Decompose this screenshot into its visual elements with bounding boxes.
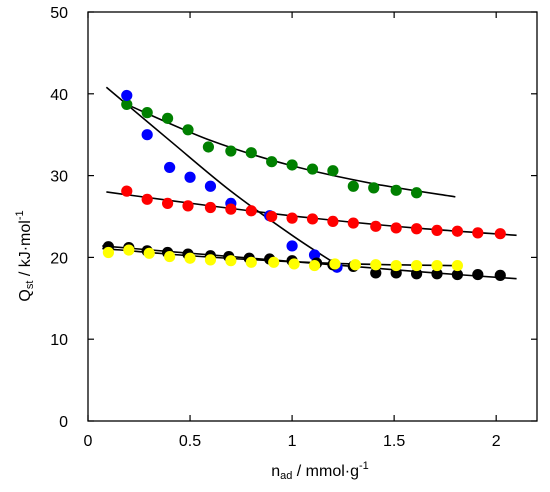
data-point-series-3 — [266, 210, 278, 223]
y-tick-label: 10 — [50, 332, 68, 349]
data-point-series-3 — [370, 220, 382, 232]
data-point-series-3 — [306, 213, 319, 225]
data-point-series-1 — [121, 98, 133, 111]
data-point-series-1 — [390, 184, 402, 196]
data-point-series-5 — [308, 259, 321, 272]
data-point-series-2 — [164, 161, 176, 174]
data-point-series-5 — [410, 259, 423, 272]
x-axis-title: nad / mmol·g-1 — [271, 460, 369, 482]
y-tick-label: 30 — [50, 169, 68, 186]
data-point-series-3 — [390, 222, 402, 234]
x-tick-label: 1 — [288, 433, 297, 450]
data-point-series-3 — [472, 227, 484, 239]
data-points — [102, 89, 506, 281]
x-tick-label: 2 — [492, 433, 501, 450]
data-point-series-4 — [370, 267, 382, 279]
x-axis-title-rest: / mmol·g — [292, 463, 359, 480]
data-point-series-2 — [121, 89, 133, 102]
fit-line-2 — [105, 86, 338, 266]
data-point-series-5 — [143, 247, 155, 259]
data-point-series-5 — [204, 254, 217, 266]
data-point-series-2 — [204, 180, 217, 192]
data-point-series-3 — [245, 205, 257, 217]
data-point-series-5 — [164, 250, 176, 263]
plot-border — [87, 11, 538, 422]
data-point-series-1 — [368, 182, 380, 194]
data-point-series-5 — [431, 259, 443, 272]
data-point-series-4 — [410, 268, 423, 280]
y-tick-label: 20 — [50, 250, 68, 267]
y-axis-title-sub: st — [24, 281, 36, 290]
data-point-series-1 — [202, 141, 215, 153]
data-point-series-1 — [266, 156, 278, 168]
data-point-series-1 — [410, 187, 423, 199]
data-point-series-1 — [347, 180, 359, 192]
data-point-series-4 — [451, 268, 464, 281]
data-point-series-4 — [431, 268, 443, 280]
data-point-series-1 — [161, 112, 174, 124]
x-tick-label: 0.5 — [179, 433, 201, 450]
data-point-series-2 — [286, 240, 298, 252]
y-tick-label: 50 — [50, 5, 68, 22]
data-point-series-1 — [286, 159, 298, 171]
x-tick-label: 1.5 — [383, 433, 405, 450]
data-point-series-2 — [141, 129, 153, 141]
fit-line-1 — [126, 103, 456, 198]
data-point-series-1 — [141, 107, 153, 119]
plot-frame — [87, 11, 538, 422]
data-point-series-5 — [329, 258, 341, 270]
x-axis-title-sub: ad — [280, 470, 292, 482]
axis-ticks — [87, 11, 537, 422]
data-point-series-5 — [390, 259, 402, 272]
data-point-series-5 — [225, 255, 237, 267]
y-axis-title-rest: / kJ·mol — [17, 220, 34, 280]
data-point-series-3 — [204, 201, 217, 214]
x-axis-title-main: n — [271, 463, 280, 480]
data-point-series-1 — [327, 165, 339, 177]
y-axis-title: Qst / kJ·mol-1 — [14, 210, 36, 301]
data-point-series-5 — [184, 252, 196, 264]
data-point-series-3 — [494, 228, 506, 240]
data-point-series-5 — [245, 256, 257, 268]
x-axis-title-sup: -1 — [359, 460, 369, 472]
data-point-series-3 — [327, 215, 339, 228]
data-point-series-5 — [451, 259, 464, 272]
data-point-series-1 — [182, 124, 194, 136]
data-point-series-3 — [410, 223, 423, 235]
data-point-series-5 — [349, 259, 361, 271]
data-point-series-3 — [182, 200, 194, 212]
y-tick-label: 0 — [59, 414, 68, 431]
data-point-series-3 — [161, 197, 174, 210]
data-point-series-3 — [141, 193, 153, 205]
data-point-series-3 — [451, 225, 464, 237]
y-axis-title-main: Q — [17, 289, 34, 301]
data-point-series-2 — [184, 171, 196, 183]
x-tick-label: 0 — [84, 433, 93, 450]
data-point-series-5 — [123, 244, 135, 256]
data-point-series-3 — [347, 217, 359, 229]
data-point-series-3 — [431, 224, 443, 237]
data-point-series-5 — [370, 259, 382, 271]
data-point-series-4 — [494, 269, 506, 281]
data-point-series-3 — [286, 212, 298, 224]
data-point-series-5 — [102, 246, 115, 259]
data-point-series-1 — [306, 163, 319, 175]
data-point-series-3 — [225, 203, 237, 215]
data-point-series-3 — [121, 185, 133, 197]
data-point-series-1 — [225, 145, 237, 157]
data-point-series-5 — [288, 258, 300, 270]
y-axis-title-sup: -1 — [14, 210, 26, 220]
data-point-series-1 — [245, 147, 257, 159]
data-point-series-4 — [472, 268, 484, 281]
data-point-series-5 — [268, 256, 280, 268]
y-tick-label: 40 — [50, 87, 68, 104]
